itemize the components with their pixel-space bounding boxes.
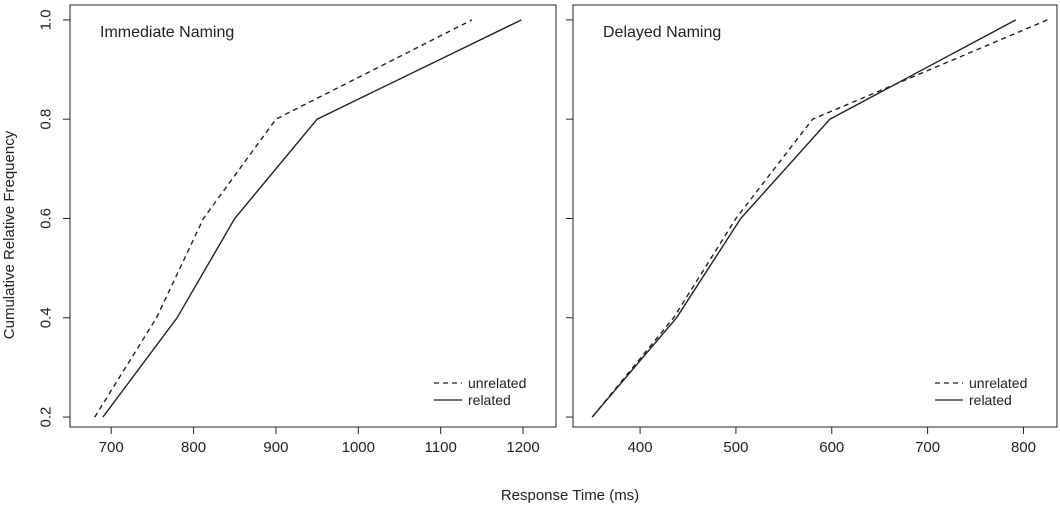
panel-2-x-tick-label-400: 400 <box>628 439 653 456</box>
panel-1-y-tick-label-0.2: 0.2 <box>37 407 54 428</box>
panel-2-series-unrelated-line <box>592 20 1047 417</box>
panel-1-y-tick-label-0.4: 0.4 <box>37 307 54 328</box>
panel-1-y-tick-label-1.0: 1.0 <box>37 9 54 30</box>
panel-1-x-tick-label-1200: 1200 <box>506 439 539 456</box>
panel-1-x-tick-label-700: 700 <box>99 439 124 456</box>
panel-2-x-tick-label-600: 600 <box>819 439 844 456</box>
y-axis-title: Cumulative Relative Frequency <box>1 130 18 339</box>
panel-1-title: Immediate Naming <box>100 24 234 41</box>
panel-2-x-tick-label-700: 700 <box>915 439 940 456</box>
panel-1-y-tick-label-0.8: 0.8 <box>37 109 54 130</box>
panel-2-series-related-line <box>592 20 1016 417</box>
panel-1-series-related-line <box>103 20 522 417</box>
panel-2-legend-unrelated-label: unrelated <box>969 375 1027 391</box>
panel-1-series-unrelated-line <box>95 20 472 417</box>
panel-2-x-tick-label-800: 800 <box>1011 439 1036 456</box>
panel-2-x-tick-label-500: 500 <box>723 439 748 456</box>
panel-1-y-tick-label-0.6: 0.6 <box>37 208 54 229</box>
panel-1-legend-related-label: related <box>468 392 511 408</box>
panel-1-x-tick-label-900: 900 <box>263 439 288 456</box>
panel-1-x-tick-label-1000: 1000 <box>342 439 375 456</box>
x-axis-title: Response Time (ms) <box>501 487 639 504</box>
panel-1-x-tick-label-1100: 1100 <box>425 439 457 456</box>
panel-1-x-tick-label-800: 800 <box>181 439 206 456</box>
panel-2-title: Delayed Naming <box>603 24 721 41</box>
panel-1-legend-unrelated-label: unrelated <box>468 375 526 391</box>
panel-2-frame <box>573 5 1057 427</box>
panel-2-legend-related-label: related <box>969 392 1012 408</box>
